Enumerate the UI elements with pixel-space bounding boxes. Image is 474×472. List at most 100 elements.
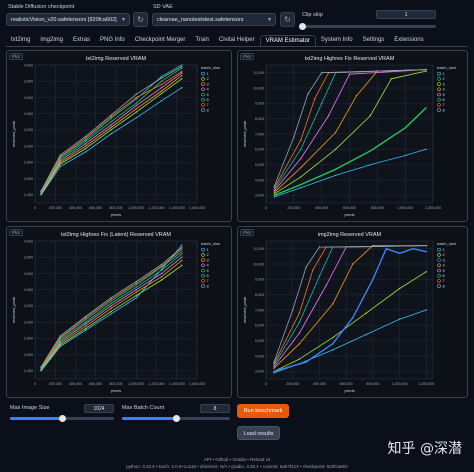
tab-png-info[interactable]: PNG Info — [100, 37, 125, 43]
data-point — [332, 343, 334, 345]
data-point — [398, 318, 401, 320]
chart-txt2img-highres-latent-reserved-vram: txt2img Highres Fix (Latent) Reserved VR… — [11, 232, 221, 393]
legend-entry: 3 — [207, 81, 210, 86]
data-point — [84, 137, 87, 139]
tab-extensions[interactable]: Extensions — [394, 37, 424, 43]
data-point — [181, 74, 183, 77]
y-tick-label: 4,000 — [24, 239, 33, 243]
refresh-checkpoint-icon[interactable]: ↻ — [133, 12, 148, 27]
legend-entry: 5 — [443, 268, 446, 273]
tab-img2img[interactable]: img2img — [40, 37, 64, 43]
max-batch-count-slider[interactable] — [122, 415, 230, 422]
x-tick-label: 400,000 — [69, 206, 82, 210]
data-point — [110, 297, 112, 299]
refresh-vae-icon[interactable]: ↻ — [280, 12, 295, 27]
legend-entry: 7 — [207, 278, 210, 283]
data-point — [84, 323, 87, 325]
clip-skip-input[interactable]: 1 — [376, 10, 436, 19]
data-point — [110, 133, 112, 135]
max-image-size-knob[interactable] — [58, 415, 66, 422]
max-batch-count-fill — [122, 417, 176, 420]
x-tick-label: 0 — [34, 206, 36, 210]
legend-swatch — [201, 273, 205, 278]
data-point — [181, 87, 183, 89]
data-point — [110, 305, 112, 307]
legend-entry: 6 — [207, 97, 210, 102]
data-point — [181, 244, 183, 246]
legend-swatch — [437, 97, 441, 102]
max-image-size-slider[interactable] — [10, 415, 114, 422]
x-tick-label: 1,200,000 — [149, 206, 165, 210]
vae-value: clearvae_nanoteststest.safetensors — [157, 17, 244, 23]
data-point — [160, 272, 163, 275]
tab-txt2img[interactable]: txt2img — [11, 37, 31, 43]
data-point — [298, 321, 301, 323]
data-point — [59, 344, 62, 346]
legend-entry: 2 — [443, 76, 446, 81]
y-tick-label: 11,000 — [253, 71, 264, 75]
data-point — [332, 303, 334, 305]
y-tick-label: 5,000 — [255, 163, 264, 167]
x-tick-label: 0 — [265, 382, 267, 386]
tab-civitai-helper[interactable]: Civitai Helper — [218, 37, 255, 43]
data-point — [369, 150, 372, 152]
data-point — [110, 129, 112, 131]
x-tick-label: 400,000 — [313, 382, 326, 386]
clip-skip-knob[interactable] — [298, 23, 306, 30]
legend-entry: 1 — [207, 247, 210, 252]
data-point — [110, 310, 112, 313]
checkpoint-dropdown[interactable]: realisticVision_v20.safetensors [920fca6… — [6, 13, 130, 26]
tab-extras[interactable]: Extras — [73, 37, 91, 43]
plot-tag: Plot — [240, 53, 254, 60]
legend-entry: 2 — [443, 252, 446, 257]
data-point — [425, 309, 428, 311]
watermark: 知乎 @深潜 — [387, 441, 462, 457]
data-point — [425, 244, 428, 247]
legend-title: batch_size — [437, 241, 457, 246]
chart-title: txt2img Reserved VRAM — [86, 56, 147, 62]
data-point — [181, 256, 183, 258]
y-tick-label: 11,000 — [253, 247, 264, 251]
tab-settings[interactable]: Settings — [362, 37, 385, 43]
y-tick-label: 3,000 — [255, 194, 264, 198]
tab-system-info[interactable]: System Info — [320, 37, 353, 43]
legend-entry: 1 — [443, 247, 446, 252]
data-point — [160, 75, 163, 78]
data-point — [181, 67, 183, 69]
data-point — [84, 135, 87, 138]
data-point — [110, 116, 112, 118]
x-tick-label: 1,600,000 — [189, 382, 205, 386]
tab-checkpoint-merger[interactable]: Checkpoint Merger — [134, 37, 186, 43]
data-point — [135, 291, 137, 293]
data-point — [300, 157, 302, 160]
legend-entry: 4 — [207, 87, 210, 92]
max-image-size-input[interactable]: 1024 — [84, 404, 114, 413]
data-point — [59, 340, 62, 343]
data-point — [181, 70, 183, 73]
y-tick-label: 3,000 — [24, 320, 33, 324]
legend-entry: 3 — [443, 81, 446, 86]
load-results-button[interactable]: Load results — [237, 426, 280, 440]
x-tick-label: 200,000 — [286, 382, 299, 386]
data-point — [181, 72, 183, 74]
clip-skip-slider[interactable] — [298, 23, 436, 30]
y-tick-label: 10,000 — [253, 262, 264, 266]
y-tick-label: 8,000 — [255, 117, 264, 121]
run-benchmark-button[interactable]: Run benchmark — [237, 404, 289, 418]
data-point — [160, 279, 163, 281]
data-point — [40, 366, 42, 368]
max-batch-count-input[interactable]: 8 — [200, 404, 230, 413]
data-point — [365, 333, 367, 336]
y-tick-label: 3,000 — [255, 370, 264, 374]
legend-entry: 8 — [443, 283, 446, 288]
vae-dropdown[interactable]: clearvae_nanoteststest.safetensors ▾ — [152, 13, 276, 26]
data-point — [334, 174, 337, 177]
legend-title: batch_size — [201, 65, 221, 70]
y-tick-label: 8,000 — [255, 293, 264, 297]
footer-links[interactable]: API • Github • Gradio • Reload UI — [203, 457, 271, 462]
tab-train[interactable]: Train — [195, 37, 209, 43]
legend-entry: 8 — [207, 107, 210, 112]
y-tick-label: 2,600 — [24, 177, 33, 181]
legend-swatch — [437, 87, 441, 92]
max-batch-count-knob[interactable] — [172, 415, 180, 422]
